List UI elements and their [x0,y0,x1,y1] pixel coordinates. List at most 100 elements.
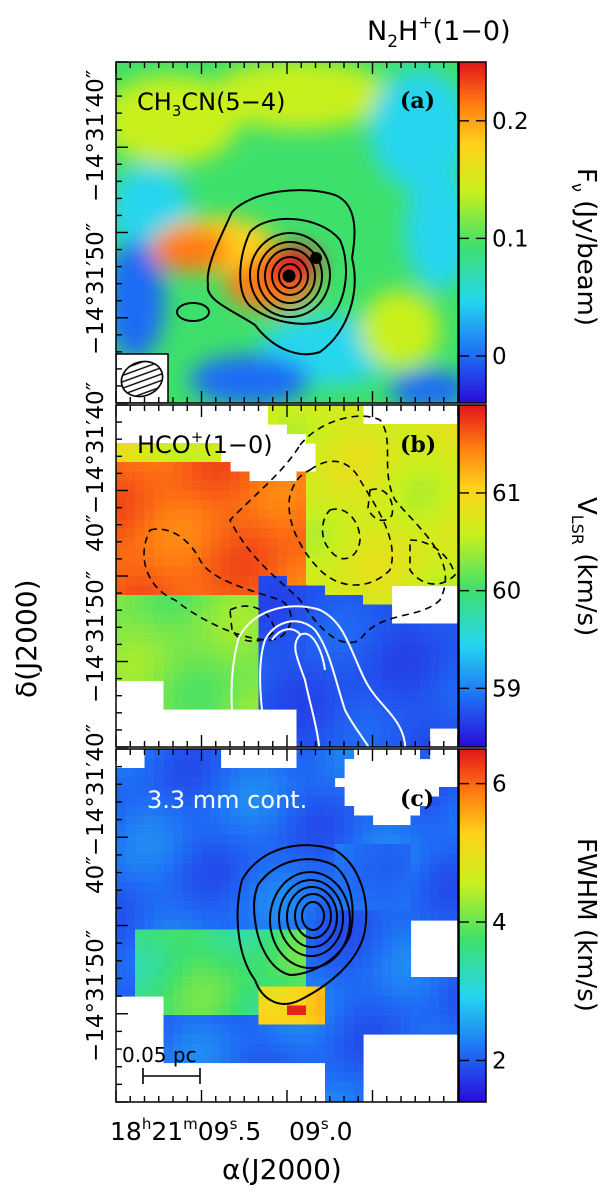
map-pixel [163,939,174,950]
map-pixel [239,1015,250,1026]
map-pixel [439,1024,450,1035]
map-pixel [211,538,222,549]
y-tick-label: 40″−14°31′40″ [83,723,109,894]
map-pixel [391,834,402,845]
map-pixel [163,633,174,644]
map-pixel [116,471,127,482]
map-pixel [391,948,402,959]
map-pixel [372,433,383,444]
panel-b-white-contours [230,605,407,747]
map-pixel [448,642,458,653]
map-pixel [372,623,383,634]
map-pixel [220,652,231,663]
map-pixel [182,642,193,653]
map-pixel [353,920,364,931]
map-pixel [239,576,250,587]
map-pixel [163,967,174,978]
map-pixel [211,977,222,988]
map-pixel [391,452,402,463]
map-pixel [420,452,431,463]
map-pixel [372,528,383,539]
map-pixel [306,490,317,501]
map-pixel [363,1005,374,1016]
map-pixel [135,910,146,921]
map-pixel [211,939,222,950]
map-pixel [344,1043,355,1054]
map-pixel [353,910,364,921]
map-pixel [201,490,212,501]
map-pixel [439,538,450,549]
map-pixel [135,585,146,596]
map-pixel [154,614,165,625]
map-pixel [315,737,326,747]
map-pixel [382,728,393,739]
map-pixel [135,557,146,568]
map-pixel [154,443,165,454]
map-pixel [410,509,421,520]
map-pixel [315,557,326,568]
map-pixel [192,977,203,988]
map-pixel [182,509,193,520]
map-pixel [429,709,440,720]
map-pixel [382,910,393,921]
map-pixel [192,471,203,482]
map-pixel [239,939,250,950]
map-pixel [287,642,298,653]
map-pixel [182,853,193,864]
map-pixel [325,604,336,615]
map-pixel [258,777,269,788]
map-pixel [258,929,269,940]
map-pixel [173,1043,184,1054]
map-pixel [144,863,155,874]
map-pixel [439,901,450,912]
map-pixel [230,547,241,558]
map-pixel [173,768,184,779]
map-pixel [135,576,146,587]
map-pixel [344,728,355,739]
map-pixel [363,834,374,845]
map-pixel [391,1024,402,1035]
map-pixel [353,481,364,492]
map-pixel [201,576,212,587]
map-pixel [420,566,431,577]
map-pixel [344,633,355,644]
map-pixel [239,604,250,615]
map-pixel [420,623,431,634]
map-pixel [401,920,412,931]
map-pixel [410,633,421,644]
map-pixel [287,796,298,807]
map-pixel [429,1005,440,1016]
map-pixel [249,566,260,577]
map-pixel [144,509,155,520]
map-pixel [363,699,374,710]
map-pixel [135,604,146,615]
map-pixel [344,1091,355,1102]
map-pixel [306,986,317,997]
map-pixel [182,929,193,940]
map-pixel [363,986,374,997]
map-pixel [220,566,231,577]
map-pixel [420,882,431,893]
map-pixel [277,528,288,539]
map-pixel [344,1053,355,1064]
map-pixel [410,699,421,710]
map-pixel [268,929,279,940]
map-pixel [192,844,203,855]
map-pixel [277,566,288,577]
map-pixel [220,462,231,473]
map-pixel [135,443,146,454]
map-pixel [448,433,458,444]
map-pixel [391,844,402,855]
map-pixel [448,699,458,710]
map-pixel [258,566,269,577]
map-pixel [401,690,412,701]
map-pixel [296,787,307,798]
map-pixel [382,958,393,969]
map-pixel [230,967,241,978]
map-pixel [353,825,364,836]
map-pixel [344,1034,355,1045]
map-pixel [125,815,136,826]
map-pixel [144,958,155,969]
map-pixel [296,471,307,482]
map-pixel [154,671,165,682]
